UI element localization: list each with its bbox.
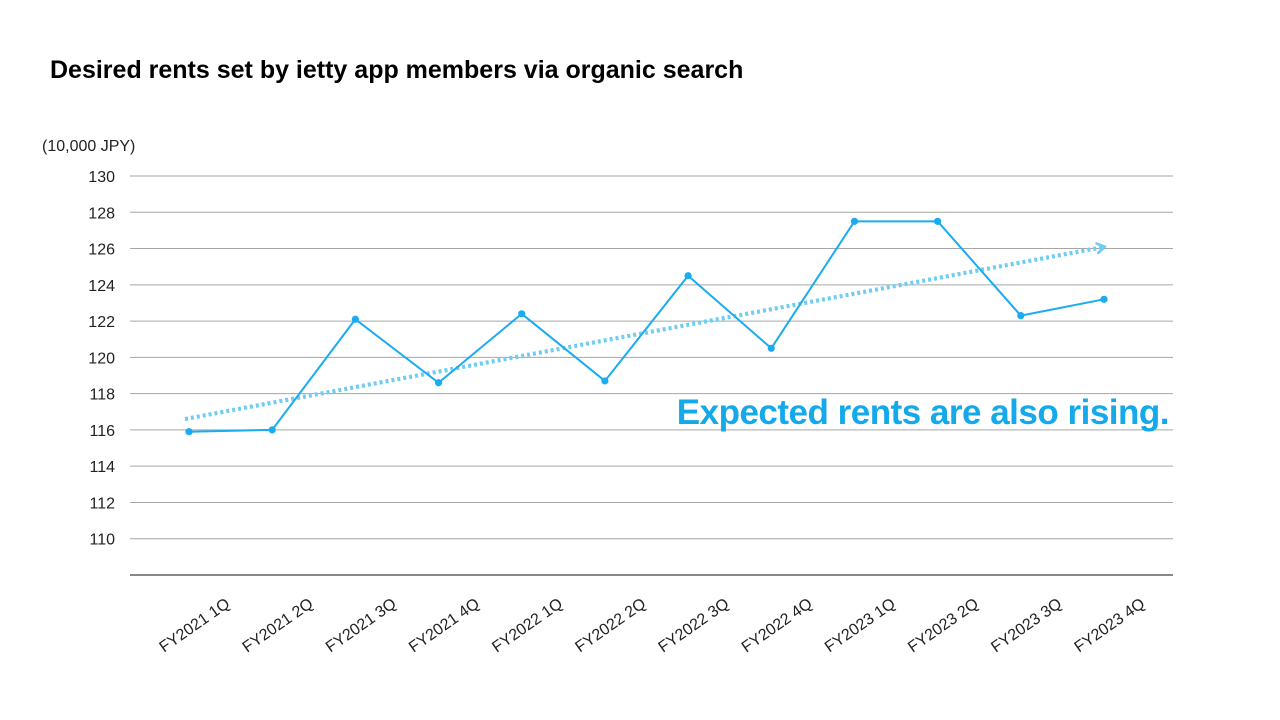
data-point-2 <box>268 426 276 434</box>
y-tick-labels: 110 112 114 116 118 120 122 124 126 128 130 <box>88 169 115 549</box>
y-tick-label-124: 124 <box>88 278 115 295</box>
x-tick-label-8: FY2022 4Q <box>739 595 816 656</box>
chart-title: Desired rents set by ietty app members v… <box>50 56 744 84</box>
y-tick-label-110: 110 <box>89 532 115 549</box>
y-tick-label-126: 126 <box>88 242 115 259</box>
x-tick-label-3: FY2021 3Q <box>323 595 400 656</box>
data-point-5 <box>518 310 526 318</box>
y-tick-label-116: 116 <box>89 423 115 440</box>
trend-annotation: Expected rents are also rising. <box>677 393 1169 432</box>
x-tick-label-7: FY2022 3Q <box>656 595 733 656</box>
x-tick-label-5: FY2022 1Q <box>489 595 566 656</box>
y-axis-unit-label: (10,000 JPY) <box>42 138 135 155</box>
data-point-11 <box>1017 312 1025 320</box>
x-tick-label-12: FY2023 4Q <box>1072 595 1149 656</box>
x-tick-label-9: FY2023 1Q <box>822 595 899 656</box>
x-tick-label-6: FY2022 2Q <box>572 595 649 656</box>
series-line-group <box>185 217 1108 436</box>
y-tick-label-122: 122 <box>88 314 115 331</box>
data-point-3 <box>351 315 359 323</box>
x-tick-label-1: FY2021 1Q <box>157 595 234 656</box>
x-tick-label-2: FY2021 2Q <box>240 595 317 656</box>
x-tick-label-10: FY2023 2Q <box>905 595 982 656</box>
data-point-4 <box>434 379 443 387</box>
data-point-8 <box>767 344 775 352</box>
y-tick-label-114: 114 <box>89 459 115 476</box>
y-tick-label-128: 128 <box>88 205 115 222</box>
x-tick-label-11: FY2023 3Q <box>988 595 1065 656</box>
data-point-1 <box>185 428 193 436</box>
x-tick-label-4: FY2021 4Q <box>406 595 483 656</box>
y-tick-label-120: 120 <box>88 350 115 367</box>
series-line <box>188 220 1105 433</box>
data-point-10 <box>934 217 942 225</box>
data-point-6 <box>601 377 609 385</box>
data-point-9 <box>850 217 859 225</box>
gridlines <box>130 175 1173 540</box>
y-tick-label-118: 118 <box>89 387 115 404</box>
x-tick-labels: FY2021 1Q FY2021 2Q FY2021 3Q FY2021 4Q FY20… <box>157 595 1149 656</box>
y-tick-label-130: 130 <box>88 169 115 186</box>
data-point-7 <box>684 272 692 280</box>
y-tick-label-112: 112 <box>89 495 115 512</box>
data-point-12 <box>1100 295 1108 303</box>
